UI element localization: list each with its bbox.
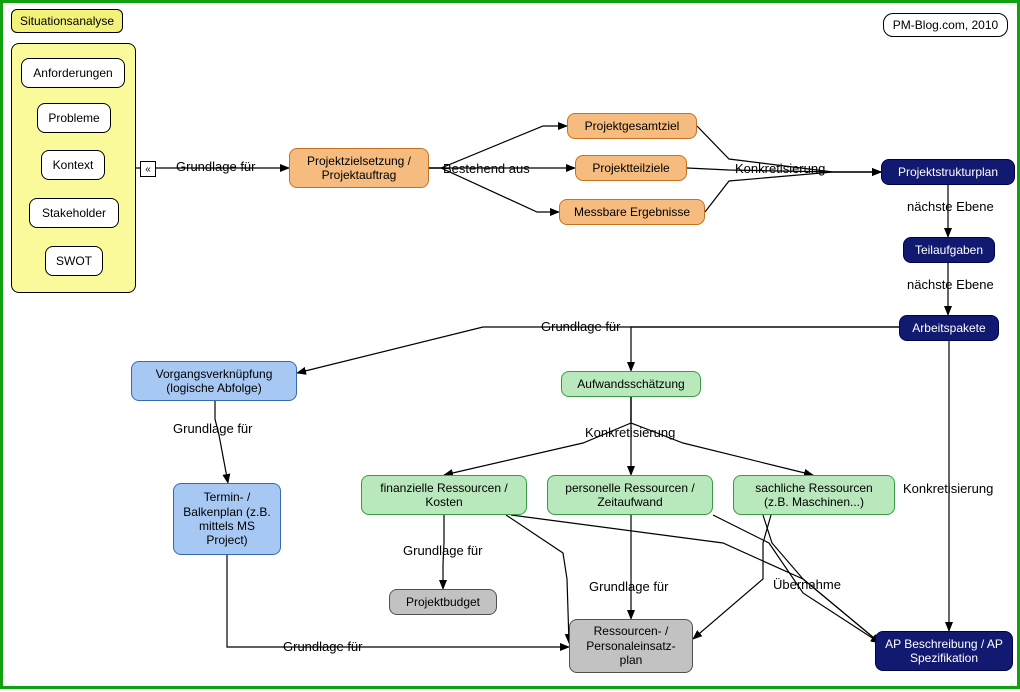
- edge-label-l12: Konkretisierung: [903, 481, 993, 496]
- node-aufwand: Aufwandsschätzung: [561, 371, 701, 397]
- node-kontext: Kontext: [41, 150, 105, 180]
- node-swot: SWOT: [45, 246, 103, 276]
- edge-label-l8: Konkretisierung: [585, 425, 675, 440]
- node-stakeholder: Stakeholder: [29, 198, 119, 228]
- node-arbeitspakete: Arbeitspakete: [899, 315, 999, 341]
- node-apspez: AP Beschreibung / AP Spezifikation: [875, 631, 1013, 671]
- edge-label-l3: Konkretisierung: [735, 161, 825, 176]
- edge-label-l6: Grundlage für: [541, 319, 621, 334]
- node-teilaufgaben: Teilaufgaben: [903, 237, 995, 263]
- group-title-situationsanalyse: Situationsanalyse: [11, 9, 123, 33]
- collapse-icon[interactable]: «: [140, 161, 156, 177]
- node-teilziele: Projektteilziele: [575, 155, 687, 181]
- node-sachlich: sachliche Ressourcen (z.B. Maschinen...): [733, 475, 895, 515]
- node-probleme: Probleme: [37, 103, 111, 133]
- edge-label-l7: Grundlage für: [173, 421, 253, 436]
- edge-label-l13: Grundlage für: [283, 639, 363, 654]
- node-projektziel: Projektzielsetzung / Projektauftrag: [289, 148, 429, 188]
- edges-layer: [3, 3, 1020, 692]
- node-ressourcenplan: Ressourcen- / Personaleinsatz- plan: [569, 619, 693, 673]
- edge-label-l2: Bestehend aus: [443, 161, 530, 176]
- node-budget: Projektbudget: [389, 589, 497, 615]
- node-ergebnisse: Messbare Ergebnisse: [559, 199, 705, 225]
- edge-label-l11: Übernahme: [773, 577, 841, 592]
- node-gesamtziel: Projektgesamtziel: [567, 113, 697, 139]
- node-finanz: finanzielle Ressourcen / Kosten: [361, 475, 527, 515]
- flowchart-canvas: { "canvas":{"width":1020,"height":689,"b…: [0, 0, 1020, 689]
- node-anford: Anforderungen: [21, 58, 125, 88]
- edge-label-l5: nächste Ebene: [907, 277, 994, 292]
- node-vorgang: Vorgangsverknüpfung (logische Abfolge): [131, 361, 297, 401]
- attribution-label: PM-Blog.com, 2010: [883, 13, 1008, 37]
- edge-label-l9: Grundlage für: [403, 543, 483, 558]
- node-termin: Termin- / Balkenplan (z.B. mittels MS Pr…: [173, 483, 281, 555]
- edge-label-l1: Grundlage für: [176, 159, 256, 174]
- node-psp: Projektstrukturplan: [881, 159, 1015, 185]
- node-personell: personelle Ressourcen / Zeitaufwand: [547, 475, 713, 515]
- edge-label-l10: Grundlage für: [589, 579, 669, 594]
- edge-label-l4: nächste Ebene: [907, 199, 994, 214]
